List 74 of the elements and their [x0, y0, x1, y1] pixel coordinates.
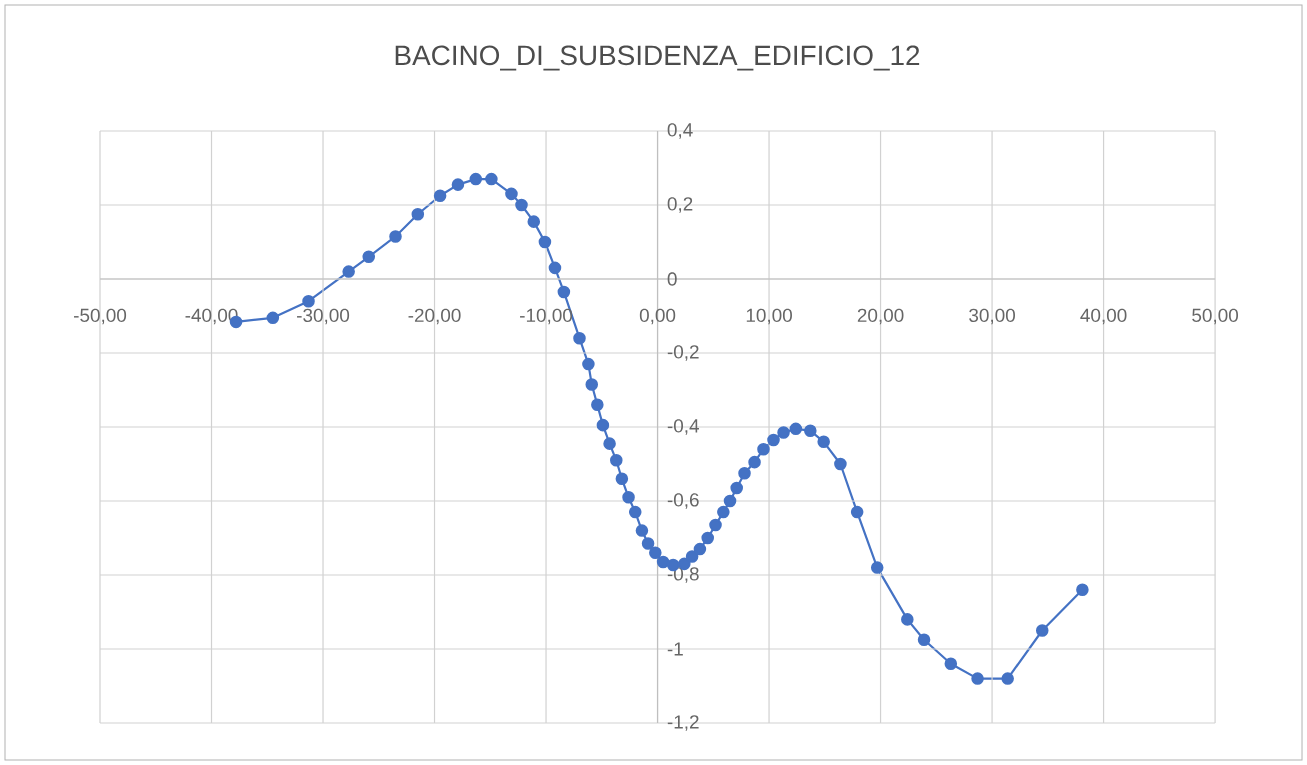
- point: [596, 418, 610, 432]
- point: [817, 435, 830, 449]
- y-tick-label: -0,6: [667, 493, 699, 509]
- point: [582, 357, 595, 371]
- y-tick-label: -0,4: [667, 419, 699, 435]
- x-tick-label: 10,00: [746, 308, 792, 325]
- point: [266, 311, 280, 325]
- point: [628, 505, 642, 519]
- point: [615, 472, 629, 486]
- point: [591, 398, 604, 412]
- point: [389, 230, 402, 243]
- point: [693, 542, 707, 556]
- point: [656, 555, 670, 569]
- point: [917, 633, 931, 647]
- x-tick-label: -50,00: [74, 308, 127, 325]
- point: [804, 424, 817, 437]
- point: [1035, 624, 1049, 637]
- x-tick-label: 30,00: [969, 308, 1015, 325]
- point: [527, 215, 541, 228]
- point: [469, 172, 483, 186]
- point: [411, 207, 425, 221]
- point: [789, 422, 803, 436]
- point: [1076, 583, 1089, 597]
- point: [342, 265, 355, 278]
- point: [451, 178, 465, 191]
- point: [362, 250, 376, 264]
- x-tick-label: -10,00: [520, 308, 573, 325]
- point: [701, 531, 714, 545]
- point: [971, 672, 984, 685]
- y-tick-label: -1,2: [667, 715, 699, 731]
- point: [505, 187, 518, 201]
- point: [641, 537, 655, 550]
- point: [717, 505, 730, 519]
- point: [870, 561, 884, 574]
- point: [548, 261, 562, 275]
- point: [610, 454, 623, 467]
- point: [557, 285, 571, 299]
- x-tick-label: -30,00: [297, 308, 350, 325]
- point: [757, 442, 770, 456]
- point: [777, 426, 790, 439]
- point: [433, 189, 447, 203]
- y-tick-label: 0,2: [667, 197, 693, 213]
- point: [767, 433, 780, 447]
- y-tick-label: 0,4: [667, 123, 693, 139]
- point: [573, 331, 586, 345]
- point: [635, 524, 649, 537]
- point: [302, 294, 315, 308]
- point: [622, 491, 635, 504]
- point: [585, 378, 599, 391]
- y-tick-label: -0,2: [667, 345, 699, 361]
- point: [730, 481, 743, 495]
- point: [850, 505, 864, 519]
- chart-title: BACINO_DI_SUBSIDENZA_EDIFICIO_12: [395, 45, 920, 71]
- y-tick-label: 0: [667, 272, 677, 286]
- point: [709, 518, 722, 532]
- point: [485, 172, 498, 186]
- x-tick-label: 0,00: [639, 308, 676, 325]
- point: [944, 657, 958, 671]
- x-tick-label: 20,00: [857, 308, 904, 325]
- point: [834, 457, 847, 471]
- point: [738, 466, 751, 480]
- point: [515, 198, 528, 212]
- point: [723, 494, 737, 508]
- x-tick-label: -20,00: [408, 308, 461, 325]
- x-tick-label: 50,00: [1192, 308, 1239, 325]
- point: [748, 455, 761, 469]
- point: [538, 235, 552, 249]
- point: [649, 546, 662, 560]
- point: [901, 613, 914, 626]
- y-tick-label: -1: [667, 642, 683, 656]
- point: [1001, 672, 1014, 685]
- x-tick-label: 40,00: [1080, 308, 1127, 325]
- point: [685, 550, 699, 563]
- point: [603, 437, 616, 450]
